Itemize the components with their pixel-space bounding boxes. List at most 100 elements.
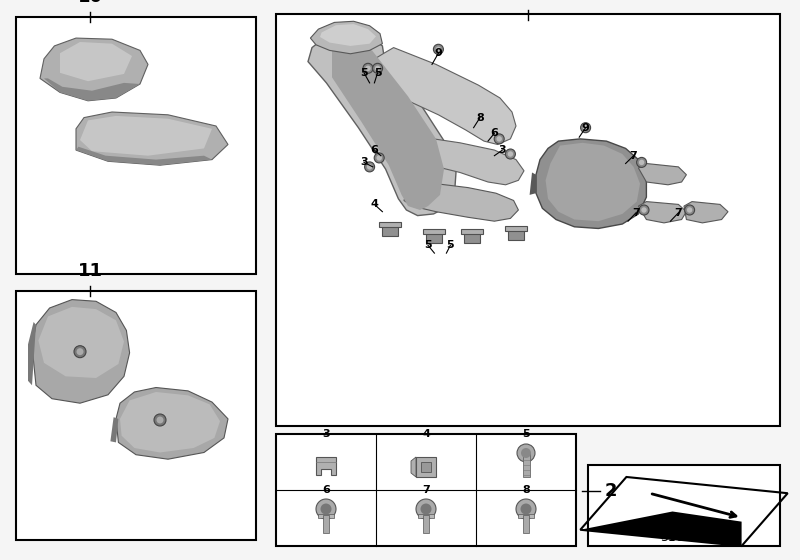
- Text: 5: 5: [522, 429, 530, 439]
- Text: 3: 3: [498, 145, 506, 155]
- Bar: [416, 457, 436, 477]
- Bar: [522, 453, 530, 477]
- Bar: [505, 226, 527, 231]
- Bar: [588, 465, 780, 546]
- Circle shape: [642, 207, 646, 213]
- Circle shape: [639, 205, 649, 215]
- Text: 7: 7: [632, 208, 640, 218]
- Text: 7: 7: [422, 485, 430, 495]
- Polygon shape: [638, 202, 686, 223]
- Polygon shape: [60, 42, 132, 81]
- Polygon shape: [404, 139, 524, 185]
- Text: 5: 5: [424, 240, 432, 250]
- Text: 11: 11: [78, 263, 103, 281]
- Circle shape: [367, 164, 372, 170]
- Circle shape: [365, 162, 374, 172]
- Text: 8: 8: [476, 113, 484, 123]
- Polygon shape: [76, 147, 212, 165]
- Circle shape: [508, 151, 513, 157]
- Text: 6: 6: [322, 485, 330, 495]
- Circle shape: [685, 205, 694, 215]
- Circle shape: [583, 125, 588, 130]
- Circle shape: [506, 149, 515, 159]
- Text: 9: 9: [434, 48, 442, 58]
- Bar: [523, 515, 529, 533]
- Circle shape: [321, 503, 331, 515]
- Text: 5: 5: [446, 240, 454, 250]
- Text: 3: 3: [322, 429, 330, 439]
- Text: 316586: 316586: [660, 531, 708, 544]
- Bar: [422, 228, 445, 234]
- Bar: [276, 14, 780, 426]
- Circle shape: [363, 63, 373, 73]
- Polygon shape: [370, 48, 516, 144]
- Polygon shape: [404, 184, 518, 221]
- Polygon shape: [310, 21, 382, 54]
- Polygon shape: [332, 46, 444, 210]
- Polygon shape: [28, 322, 36, 385]
- Polygon shape: [316, 457, 336, 475]
- Text: 9: 9: [582, 123, 590, 133]
- Polygon shape: [411, 457, 416, 477]
- Circle shape: [517, 444, 535, 462]
- Circle shape: [434, 44, 443, 54]
- Circle shape: [373, 63, 382, 73]
- Circle shape: [687, 207, 692, 213]
- Text: 1: 1: [522, 0, 534, 4]
- Polygon shape: [76, 112, 228, 165]
- Circle shape: [421, 503, 431, 515]
- Polygon shape: [308, 32, 456, 216]
- Circle shape: [77, 348, 83, 355]
- Polygon shape: [580, 511, 742, 546]
- Polygon shape: [536, 139, 646, 228]
- Text: 5: 5: [360, 68, 368, 78]
- Circle shape: [516, 499, 536, 519]
- Circle shape: [154, 414, 166, 426]
- Text: 6: 6: [370, 145, 378, 155]
- Text: 7: 7: [674, 208, 682, 218]
- Text: 10: 10: [78, 0, 103, 6]
- Circle shape: [581, 123, 590, 133]
- Circle shape: [497, 136, 502, 142]
- Bar: [418, 514, 434, 518]
- Circle shape: [639, 160, 644, 165]
- Text: 8: 8: [522, 485, 530, 495]
- Bar: [508, 228, 524, 240]
- Circle shape: [494, 134, 504, 144]
- Text: 4: 4: [422, 429, 430, 439]
- Circle shape: [637, 157, 646, 167]
- Circle shape: [374, 153, 384, 163]
- Bar: [461, 228, 483, 234]
- Polygon shape: [320, 24, 376, 46]
- Bar: [379, 222, 402, 227]
- Text: 5: 5: [374, 68, 382, 78]
- Polygon shape: [110, 417, 118, 442]
- Circle shape: [316, 499, 336, 519]
- Bar: [318, 514, 334, 518]
- Circle shape: [366, 66, 370, 71]
- Text: 6: 6: [490, 128, 498, 138]
- Polygon shape: [530, 172, 536, 195]
- Bar: [423, 515, 429, 533]
- Bar: [276, 434, 576, 546]
- Polygon shape: [80, 116, 212, 156]
- Polygon shape: [638, 164, 686, 185]
- Bar: [426, 231, 442, 242]
- Polygon shape: [40, 38, 148, 101]
- Bar: [464, 231, 480, 242]
- Polygon shape: [44, 78, 140, 101]
- Bar: [382, 224, 398, 236]
- Circle shape: [157, 417, 163, 423]
- Bar: [421, 462, 431, 472]
- Polygon shape: [38, 307, 124, 378]
- Text: 2: 2: [605, 482, 617, 500]
- Circle shape: [375, 66, 380, 71]
- Bar: [518, 514, 534, 518]
- Circle shape: [521, 503, 531, 515]
- Polygon shape: [546, 143, 640, 221]
- Circle shape: [416, 499, 436, 519]
- Text: 7: 7: [630, 151, 638, 161]
- Circle shape: [521, 448, 531, 458]
- Circle shape: [436, 46, 441, 52]
- Text: 4: 4: [370, 199, 378, 209]
